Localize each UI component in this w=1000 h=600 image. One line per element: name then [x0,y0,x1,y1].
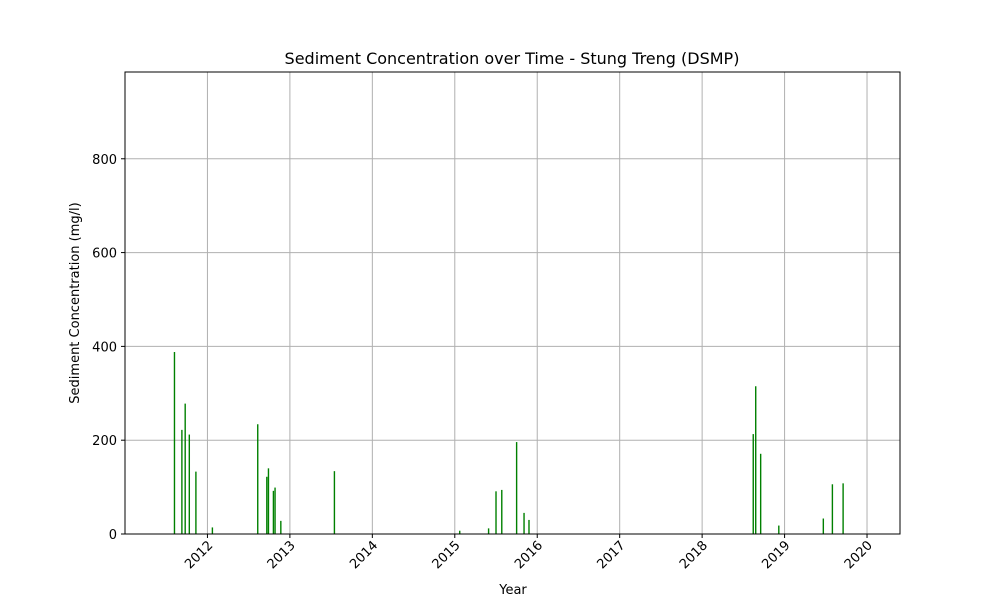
x-tick-label: 2014 [347,538,381,572]
bar [459,530,461,534]
bar [257,424,259,534]
bar [188,434,191,534]
x-tick-label: 2019 [759,538,793,572]
bar [184,403,186,534]
x-axis-label: Year [498,583,527,598]
axis-ticks: 2012 2013 2014 2015 2016 2017 2018 2019 2020 0 200… [92,153,876,572]
y-tick-label: 800 [92,153,117,168]
y-tick-label: 200 [92,434,117,449]
bar [211,527,214,534]
x-tick-label: 2018 [677,538,711,572]
y-tick-label: 0 [109,528,117,543]
bar [272,490,275,534]
bar [759,453,762,534]
bar [280,520,282,534]
bars [173,352,844,534]
bar [274,487,276,534]
bar [487,528,490,534]
bar [195,471,197,534]
grid [125,72,900,535]
x-tick-label: 2016 [512,538,546,572]
bar [755,386,757,534]
bar [528,519,530,534]
bar [181,429,183,534]
y-tick-label: 400 [92,340,117,355]
bar [778,525,780,534]
bar [842,483,844,534]
x-tick-label: 2012 [182,538,216,572]
bar [267,468,270,534]
bar [831,484,834,534]
bar [333,471,336,534]
bar [515,442,518,534]
y-tick-label: 600 [92,247,117,262]
x-tick-label: 2013 [265,538,299,572]
bar [752,434,754,534]
chart-title: Sediment Concentration over Time - Stung… [285,49,740,68]
x-tick-label: 2015 [430,538,464,572]
bar [501,489,503,534]
plot-frame [124,71,901,535]
bar [173,352,176,534]
bar [822,518,825,534]
y-axis-label: Sediment Concentration (mg/l) [68,202,83,403]
bar [266,476,268,534]
bar [495,491,497,534]
x-tick-label: 2020 [842,538,876,572]
bar [523,512,525,534]
x-tick-label: 2017 [595,538,629,572]
